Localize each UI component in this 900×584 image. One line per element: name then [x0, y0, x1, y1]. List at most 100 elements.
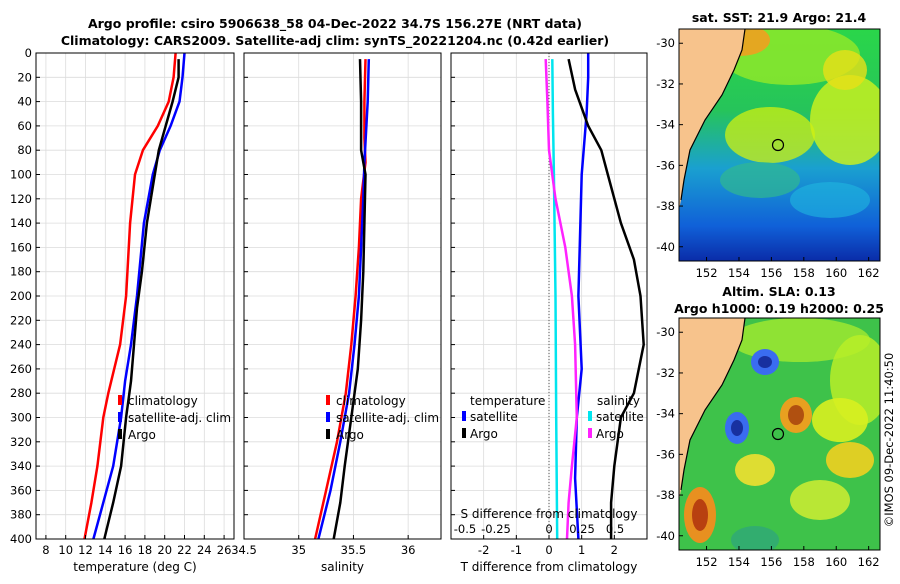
- series-line-climatology: [313, 59, 367, 540]
- x-tick-label: 10: [58, 543, 73, 557]
- watermark: ©IMOS 09-Dec-2022 11:40:50: [882, 353, 896, 528]
- legend-title-temperature: temperature: [470, 394, 545, 408]
- y-tick-label: 0: [25, 46, 32, 60]
- x-axis-label: T difference from climatology: [460, 560, 638, 574]
- x-tick-label: 8: [42, 543, 49, 557]
- x-tick-label-top: -0.25: [481, 522, 511, 536]
- y-tick-label: 60: [17, 119, 32, 133]
- sst-map-title: sat. SST: 21.9 Argo: 21.4: [692, 10, 867, 25]
- series-line-satellite-adj-clim: [317, 59, 371, 540]
- x-axis-label: salinity: [321, 560, 364, 574]
- series-line-temperature-argo: [567, 58, 645, 539]
- y-tick-label: 340: [10, 459, 32, 473]
- sla-map-title-line2: Argo h1000: 0.19 h2000: 0.25: [674, 301, 884, 316]
- map-x-tick-label: 156: [760, 555, 782, 569]
- map-y-tick-label: -34: [656, 407, 675, 421]
- legend-entry: Argo: [336, 428, 364, 442]
- legend-entry: Argo: [596, 427, 624, 441]
- y-tick-label: 260: [10, 362, 32, 376]
- legend-entry: Argo: [470, 427, 498, 441]
- sla-map-argo-marker: [771, 427, 785, 441]
- legend-entry: satellite: [596, 410, 644, 424]
- map-y-tick-label: -36: [656, 447, 675, 461]
- legend-entry: Argo: [128, 428, 156, 442]
- sst-map: sat. SST: 21.9 Argo: 21.4 152 154 156 158 16…: [656, 10, 881, 280]
- x-tick-label: 35: [291, 543, 306, 557]
- series-line-climatology: [83, 52, 177, 540]
- map-y-tick-label: -40: [656, 529, 675, 543]
- difference-panel: -2 -1 0 1 2 T difference from climatology temp…: [450, 52, 648, 574]
- x-tick-label: 20: [157, 543, 172, 557]
- x-tick-label: 0: [545, 543, 552, 557]
- figure-title-line1: Argo profile: csiro 5906638_58 04-Dec-20…: [88, 16, 582, 32]
- x-tick-label-top: 0.25: [569, 522, 595, 536]
- x-tick-label: 12: [78, 543, 93, 557]
- figure-title-line2: Climatology: CARS2009. Satellite-adj cli…: [61, 33, 609, 49]
- y-tick-label: 200: [10, 289, 32, 303]
- y-tick-label: 140: [10, 216, 32, 230]
- sst-map-argo-marker: [771, 138, 785, 152]
- legend-title-salinity: salinity: [597, 394, 640, 408]
- x-tick-label: 2: [611, 543, 618, 557]
- map-x-tick-label: 156: [760, 266, 782, 280]
- y-tick-label: 160: [10, 240, 32, 254]
- map-x-tick-label: 154: [728, 555, 750, 569]
- legend-entry: climatology: [336, 394, 406, 408]
- sla-map-title-line1: Altim. SLA: 0.13: [722, 284, 835, 299]
- x-tick-label: 34.5: [231, 543, 257, 557]
- map-x-tick-label: 154: [728, 266, 750, 280]
- map-x-tick-label: 152: [696, 555, 718, 569]
- sla-map: Altim. SLA: 0.13 Argo h1000: 0.19 h2000:…: [656, 284, 884, 569]
- y-tick-label: 100: [10, 168, 32, 182]
- map-y-tick-label: -30: [656, 36, 675, 50]
- x-tick-label: 35.5: [341, 543, 367, 557]
- temperature-panel: 8 10 12 14 16 18 20 22 24 26 temperature (deg C) 0 2…: [10, 46, 235, 574]
- series-line-salinity-argo: [544, 59, 579, 540]
- legend-entry: satellite: [470, 410, 518, 424]
- x-tick-label-top: 0.5: [606, 522, 624, 536]
- y-tick-label: 20: [17, 70, 32, 84]
- map-y-tick-label: -38: [656, 488, 675, 502]
- x-tick-label: -1: [511, 543, 522, 557]
- y-tick-label: 180: [10, 265, 32, 279]
- x-axis-label: temperature (deg C): [73, 560, 196, 574]
- x-tick-label: 26: [217, 543, 232, 557]
- map-y-tick-label: -36: [656, 158, 675, 172]
- map-x-tick-label: 160: [825, 555, 847, 569]
- x-tick-label: 36: [401, 543, 416, 557]
- x-tick-label: 18: [138, 543, 153, 557]
- map-y-tick-label: -34: [656, 118, 675, 132]
- y-tick-label: 300: [10, 411, 32, 425]
- series-line-salinity-satellite: [551, 59, 559, 540]
- x-axis-label-top: S difference from climatology: [461, 507, 638, 521]
- series-line-temperature-satellite: [573, 53, 590, 540]
- map-y-tick-label: -30: [656, 325, 675, 339]
- map-y-tick-label: -40: [656, 240, 675, 254]
- map-y-tick-label: -32: [656, 77, 675, 91]
- y-tick-label: 80: [17, 143, 32, 157]
- legend-entry: climatology: [128, 394, 198, 408]
- y-tick-label: 120: [10, 192, 32, 206]
- map-x-tick-label: 160: [825, 266, 847, 280]
- y-tick-label: 280: [10, 386, 32, 400]
- y-tick-label: 220: [10, 313, 32, 327]
- x-tick-label: 22: [177, 543, 192, 557]
- y-tick-label: 380: [10, 508, 32, 522]
- x-tick-label: 16: [118, 543, 133, 557]
- map-y-tick-label: -38: [656, 199, 675, 213]
- map-x-tick-label: 162: [858, 266, 880, 280]
- map-x-tick-label: 152: [696, 266, 718, 280]
- x-tick-label: 14: [98, 543, 113, 557]
- series-line-argo: [332, 59, 367, 540]
- x-tick-label: 1: [578, 543, 585, 557]
- x-tick-label: -2: [478, 543, 489, 557]
- salinity-panel: 34.5 35 35.5 36 salinity climatology satellite…: [231, 52, 442, 574]
- map-x-tick-label: 158: [793, 266, 815, 280]
- y-tick-label: 240: [10, 338, 32, 352]
- map-x-tick-label: 162: [858, 555, 880, 569]
- map-y-tick-label: -32: [656, 366, 675, 380]
- x-tick-label: 24: [197, 543, 212, 557]
- series-line-argo: [103, 59, 180, 540]
- y-tick-label: 320: [10, 435, 32, 449]
- legend-entry: satellite-adj. clim: [336, 411, 439, 425]
